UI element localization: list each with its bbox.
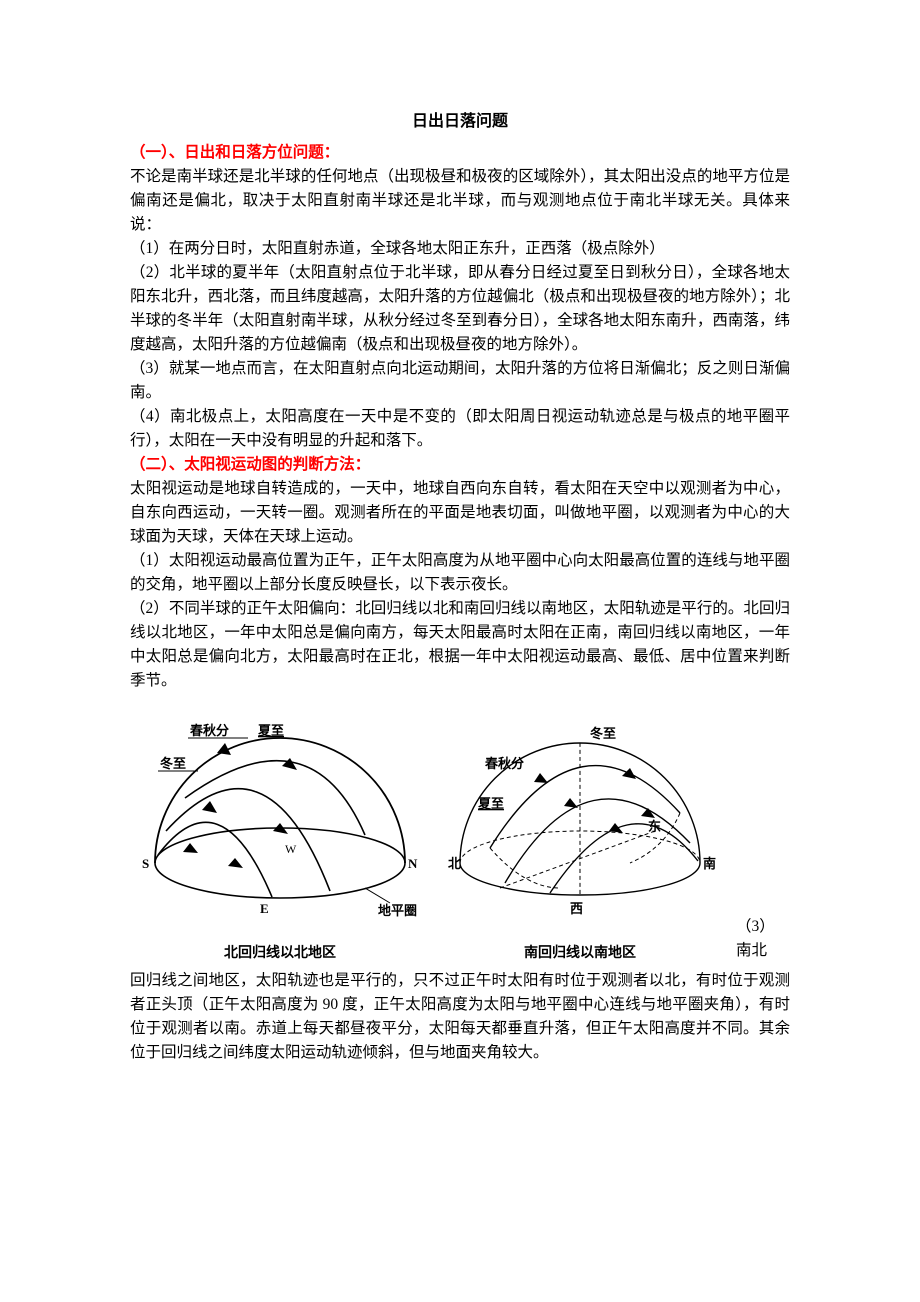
label-equinox: 春秋分 (189, 723, 229, 738)
document-page: 日出日落问题 （一）、日出和日落方位问题： 不论是南半球还是北半球的任何地点（出… (0, 0, 920, 1125)
label-winter: 冬至 (590, 726, 616, 741)
section1-p5: （4）南北极点上，太阳高度在一天中是不变的（即太阳周日视运动轨迹总是与极点的地平… (130, 405, 790, 453)
page-title: 日出日落问题 (130, 110, 790, 135)
figure-right: 北 南 东 西 冬至 春秋分 夏至 南回归线以南地区 (430, 713, 730, 965)
figure-left-caption: 北回归线以北地区 (130, 943, 430, 965)
section1-p3: （2）北半球的夏半年（太阳直射点位于北半球，即从春分日经过夏至日到秋分日），全球… (130, 261, 790, 357)
section1-p2: （1）在两分日时，太阳直射赤道，全球各地太阳正东升，正西落（极点除外） (130, 237, 790, 261)
label-summer: 夏至 (477, 796, 504, 811)
label-horizon: 地平圈 (378, 903, 417, 918)
figure-row: W S N E 地平圈 春秋分 夏至 冬至 北回归线以北地区 (130, 703, 730, 965)
sun-path-north-diagram: W S N E 地平圈 春秋分 夏至 冬至 (130, 703, 430, 933)
figure-row-wrap: W S N E 地平圈 春秋分 夏至 冬至 北回归线以北地区 (130, 693, 790, 969)
label-west: 西 (570, 901, 583, 916)
heading-text: （二）、太阳视运动图的判断方法： (130, 456, 370, 473)
label-winter: 冬至 (160, 756, 186, 771)
section2-p3: （2）不同半球的正午太阳偏向：北回归线以北和南回归线以南地区，太阳轨迹是平行的。… (130, 597, 790, 693)
label-e: E (260, 901, 269, 916)
section1-p1: 不论是南半球还是北半球的任何地点（出现极昼和极夜的区域除外），其太阳出没点的地平… (130, 165, 790, 237)
figure-left: W S N E 地平圈 春秋分 夏至 冬至 北回归线以北地区 (130, 703, 430, 965)
section2-p2: （1）太阳视运动最高位置为正午，正午太阳高度为从地平圈中心向太阳最高位置的连线与… (130, 549, 790, 597)
label-w: W (285, 842, 297, 856)
label-summer: 夏至 (257, 723, 284, 738)
sun-path-south-diagram: 北 南 东 西 冬至 春秋分 夏至 (430, 713, 730, 933)
heading-text: （一）、日出和日落方位问题： (130, 144, 339, 161)
figure-right-caption: 南回归线以南地区 (430, 943, 730, 965)
label-south: 南 (703, 856, 716, 871)
section2-p1: 太阳视运动是地球自转造成的，一天中，地球自西向东自转，看太阳在天空中以观测者为中… (130, 477, 790, 549)
label-east: 东 (648, 819, 661, 834)
section2-p4-rest: 回归线之间地区，太阳轨迹也是平行的，只不过正午时太阳有时位于观测者以北，有时位于… (130, 969, 790, 1065)
section2-heading: （二）、太阳视运动图的判断方法： (130, 453, 790, 477)
section1-p4: （3）就某一地点而言，在太阳直射点向北运动期间，太阳升落的方位将日渐偏北；反之则… (130, 357, 790, 405)
label-north: 北 (448, 856, 461, 871)
section1-heading: （一）、日出和日落方位问题： (130, 141, 790, 165)
section2-p4-lead: （3）南北 (730, 915, 790, 969)
label-s: S (142, 856, 149, 871)
label-equinox: 春秋分 (484, 756, 524, 771)
label-n: N (408, 856, 418, 871)
